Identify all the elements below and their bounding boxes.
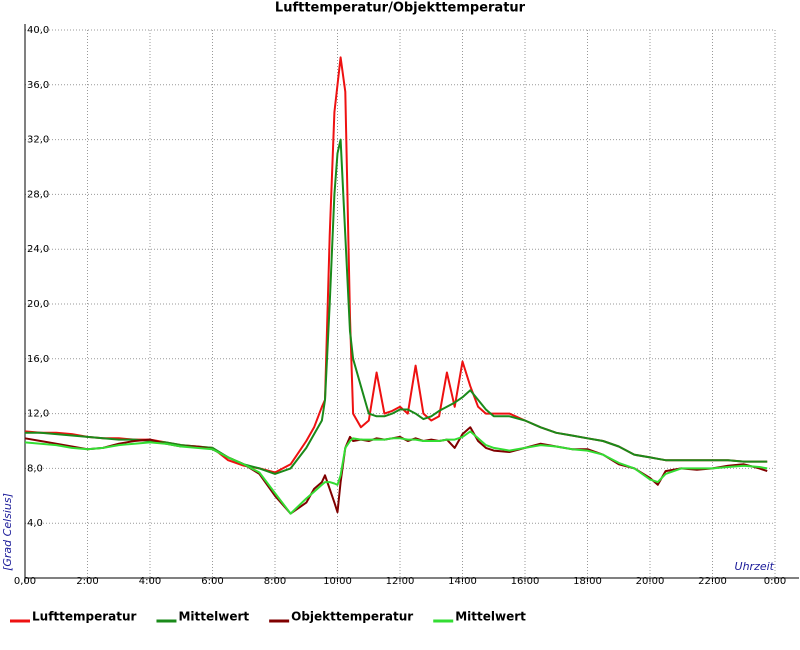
y-tick-label: 40,0 — [27, 25, 49, 36]
chart-title: Lufttemperatur/Objekttemperatur — [275, 1, 526, 16]
y-tick-label: 16,0 — [27, 354, 49, 365]
x-tick-label: 4:00 — [139, 576, 161, 587]
legend-label: Objekttemperatur — [291, 610, 413, 624]
series-line — [24, 56, 768, 474]
x-tick-label: 18:00 — [573, 576, 602, 587]
series-line — [24, 426, 768, 515]
y-tick-label: 8,0 — [27, 463, 43, 474]
legend-label: Mittelwert — [455, 610, 526, 624]
y-tick-label: 12,0 — [27, 409, 49, 420]
y-tick-label: 36,0 — [27, 80, 49, 91]
x-tick-label: 6:00 — [201, 576, 223, 587]
legend-label: Lufttemperatur — [32, 610, 137, 624]
x-tick-label: 0:00 — [764, 576, 786, 587]
legend-label: Mittelwert — [178, 610, 249, 624]
y-tick-label: 28,0 — [27, 189, 49, 200]
x-tick-label: 12:00 — [386, 576, 415, 587]
x-tick-label: 22:00 — [698, 576, 727, 587]
x-tick-label: 10:00 — [323, 576, 352, 587]
y-tick-label: 24,0 — [27, 244, 49, 255]
x-tick-label: 0,00 — [14, 576, 36, 587]
y-tick-label: 32,0 — [27, 135, 49, 146]
y-axis-label: [Grad Celsius] — [1, 493, 14, 571]
series-line — [24, 430, 768, 515]
y-tick-label: 20,0 — [27, 299, 49, 310]
x-tick-label: 2:00 — [76, 576, 98, 587]
x-tick-label: 16:00 — [511, 576, 540, 587]
y-tick-label: 4,0 — [27, 518, 43, 529]
series-line — [25, 138, 768, 475]
x-tick-label: 14:00 — [448, 576, 477, 587]
x-tick-label: 20:00 — [636, 576, 665, 587]
x-axis-label: Uhrzeit — [735, 560, 775, 573]
x-tick-label: 8:00 — [264, 576, 286, 587]
